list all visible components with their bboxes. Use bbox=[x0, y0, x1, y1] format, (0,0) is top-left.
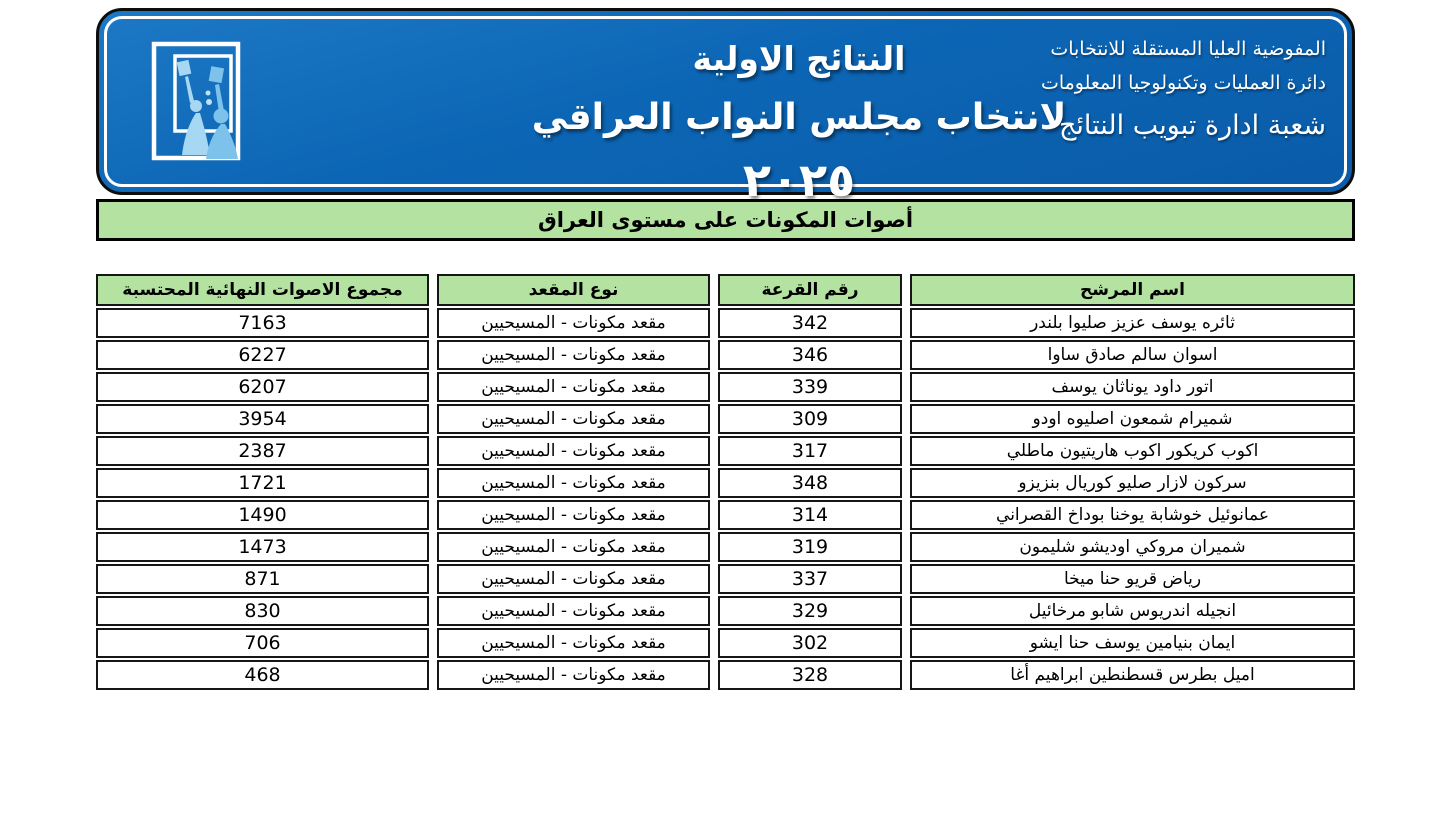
table-row: اسوان سالم صادق ساوا 346 مقعد مكونات - الم… bbox=[96, 340, 1355, 370]
seat-type-cell: مقعد مكونات - المسيحيين bbox=[437, 596, 710, 626]
lottery-number-cell: 309 bbox=[718, 404, 902, 434]
lottery-number-cell: 346 bbox=[718, 340, 902, 370]
votes-total-cell: 830 bbox=[96, 596, 429, 626]
lottery-number-cell: 317 bbox=[718, 436, 902, 466]
votes-total-cell: 6207 bbox=[96, 372, 429, 402]
table-row: ايمان بنيامين يوسف حنا ايشو 302 مقعد مكونا… bbox=[96, 628, 1355, 658]
candidate-name-cell: شميران مروكي اوديشو شليمون bbox=[910, 532, 1355, 562]
seat-type-cell: مقعد مكونات - المسيحيين bbox=[437, 404, 710, 434]
candidate-name-cell: رياض قريو حنا ميخا bbox=[910, 564, 1355, 594]
candidate-name-cell: انجيله اندريوس شابو مرخائيل bbox=[910, 596, 1355, 626]
table-row: عمانوئيل خوشابة يوخنا بوداخ القصراني 314 م… bbox=[96, 500, 1355, 530]
votes-total-cell: 3954 bbox=[96, 404, 429, 434]
votes-total-cell: 1721 bbox=[96, 468, 429, 498]
candidate-name-cell: اسوان سالم صادق ساوا bbox=[910, 340, 1355, 370]
section-title-bar: أصوات المكونات على مستوى العراق bbox=[96, 199, 1355, 241]
votes-total-cell: 7163 bbox=[96, 308, 429, 338]
lottery-number-cell: 342 bbox=[718, 308, 902, 338]
seat-type-cell: مقعد مكونات - المسيحيين bbox=[437, 564, 710, 594]
commission-logo bbox=[151, 41, 241, 161]
seat-type-cell: مقعد مكونات - المسيحيين bbox=[437, 372, 710, 402]
col-header-seat-type: نوع المقعد bbox=[437, 274, 710, 306]
table-row: اكوب كريكور اكوب هاريتيون ماطلي 317 مقعد م… bbox=[96, 436, 1355, 466]
organization-block: المفوضية العليا المستقلة للانتخابات دائر… bbox=[1041, 33, 1326, 151]
banner-title-year: ٢٠٢٥ bbox=[742, 153, 856, 207]
org-line-section: شعبة ادارة تبويب النتائج bbox=[1058, 110, 1326, 141]
org-line-commission: المفوضية العليا المستقلة للانتخابات bbox=[1050, 38, 1326, 60]
table-row: اميل بطرس قسطنطين ابراهيم أغا 328 مقعد مكو… bbox=[96, 660, 1355, 690]
lottery-number-cell: 319 bbox=[718, 532, 902, 562]
table-header-row: اسم المرشح رقم القرعة نوع المقعد مجموع ا… bbox=[96, 274, 1355, 306]
table-row: شميران مروكي اوديشو شليمون 319 مقعد مكونات… bbox=[96, 532, 1355, 562]
votes-total-cell: 871 bbox=[96, 564, 429, 594]
seat-type-cell: مقعد مكونات - المسيحيين bbox=[437, 308, 710, 338]
results-table: اسم المرشح رقم القرعة نوع المقعد مجموع ا… bbox=[96, 274, 1355, 690]
seat-type-cell: مقعد مكونات - المسيحيين bbox=[437, 628, 710, 658]
candidate-name-cell: اتور داود يوناثان يوسف bbox=[910, 372, 1355, 402]
lottery-number-cell: 302 bbox=[718, 628, 902, 658]
table-row: انجيله اندريوس شابو مرخائيل 329 مقعد مكونا… bbox=[96, 596, 1355, 626]
seat-type-cell: مقعد مكونات - المسيحيين bbox=[437, 468, 710, 498]
votes-total-cell: 6227 bbox=[96, 340, 429, 370]
lottery-number-cell: 328 bbox=[718, 660, 902, 690]
votes-total-cell: 2387 bbox=[96, 436, 429, 466]
seat-type-cell: مقعد مكونات - المسيحيين bbox=[437, 340, 710, 370]
seat-type-cell: مقعد مكونات - المسيحيين bbox=[437, 660, 710, 690]
candidate-name-cell: ثائره يوسف عزيز صليوا بلندر bbox=[910, 308, 1355, 338]
candidate-name-cell: اميل بطرس قسطنطين ابراهيم أغا bbox=[910, 660, 1355, 690]
table-row: اتور داود يوناثان يوسف 339 مقعد مكونات - ا… bbox=[96, 372, 1355, 402]
seat-type-cell: مقعد مكونات - المسيحيين bbox=[437, 500, 710, 530]
votes-total-cell: 1473 bbox=[96, 532, 429, 562]
lottery-number-cell: 314 bbox=[718, 500, 902, 530]
col-header-total-votes: مجموع الاصوات النهائية المحتسبة bbox=[96, 274, 429, 306]
header-banner: النتائج الاولية لانتخاب مجلس النواب العر… bbox=[96, 8, 1355, 207]
col-header-candidate-name: اسم المرشح bbox=[910, 274, 1355, 306]
banner-title: النتائج الاولية لانتخاب مجلس النواب العر… bbox=[519, 31, 1079, 216]
votes-total-cell: 1490 bbox=[96, 500, 429, 530]
banner-title-line2: لانتخاب مجلس النواب العراقي ٢٠٢٥ bbox=[519, 87, 1079, 216]
candidate-name-cell: شميرام شمعون اصليوه اودو bbox=[910, 404, 1355, 434]
lottery-number-cell: 339 bbox=[718, 372, 902, 402]
col-header-lottery-number: رقم القرعة bbox=[718, 274, 902, 306]
candidate-name-cell: عمانوئيل خوشابة يوخنا بوداخ القصراني bbox=[910, 500, 1355, 530]
candidate-name-cell: اكوب كريكور اكوب هاريتيون ماطلي bbox=[910, 436, 1355, 466]
seat-type-cell: مقعد مكونات - المسيحيين bbox=[437, 436, 710, 466]
ihec-ballot-logo-icon bbox=[151, 41, 241, 161]
lottery-number-cell: 348 bbox=[718, 468, 902, 498]
table-row: سركون لازار صليو كوريال بنزيزو 348 مقعد مك… bbox=[96, 468, 1355, 498]
seat-type-cell: مقعد مكونات - المسيحيين bbox=[437, 532, 710, 562]
results-table-body: ثائره يوسف عزيز صليوا بلندر 342 مقعد مكونا… bbox=[96, 308, 1355, 690]
votes-total-cell: 706 bbox=[96, 628, 429, 658]
section-title: أصوات المكونات على مستوى العراق bbox=[537, 208, 914, 232]
lottery-number-cell: 337 bbox=[718, 564, 902, 594]
lottery-number-cell: 329 bbox=[718, 596, 902, 626]
banner-title-line2-text: لانتخاب مجلس النواب العراقي bbox=[531, 97, 1067, 138]
banner-inner-frame bbox=[104, 16, 1347, 187]
table-row: رياض قريو حنا ميخا 337 مقعد مكونات - المسي… bbox=[96, 564, 1355, 594]
candidate-name-cell: ايمان بنيامين يوسف حنا ايشو bbox=[910, 628, 1355, 658]
votes-total-cell: 468 bbox=[96, 660, 429, 690]
org-line-department: دائرة العمليات وتكنولوجيا المعلومات bbox=[1040, 72, 1326, 94]
banner-title-line1: النتائج الاولية bbox=[692, 39, 906, 78]
table-row: ثائره يوسف عزيز صليوا بلندر 342 مقعد مكونا… bbox=[96, 308, 1355, 338]
candidate-name-cell: سركون لازار صليو كوريال بنزيزو bbox=[910, 468, 1355, 498]
table-row: شميرام شمعون اصليوه اودو 309 مقعد مكونات -… bbox=[96, 404, 1355, 434]
